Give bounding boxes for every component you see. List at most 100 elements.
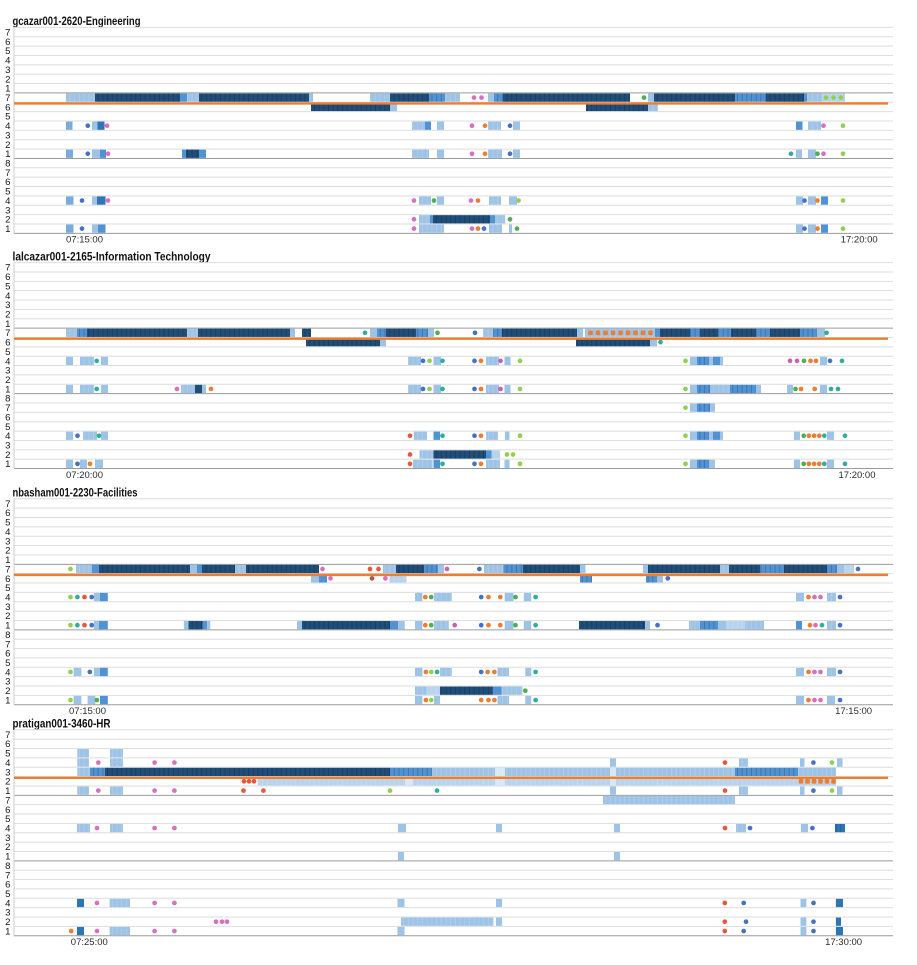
svg-text:3: 3 <box>5 441 10 452</box>
svg-text:5: 5 <box>5 814 10 825</box>
svg-text:17:20:00: 17:20:00 <box>841 235 878 246</box>
svg-text:1: 1 <box>5 459 10 470</box>
svg-text:8: 8 <box>5 861 10 872</box>
svg-text:2: 2 <box>5 842 10 853</box>
svg-text:17:20:00: 17:20:00 <box>839 470 876 481</box>
svg-text:3: 3 <box>5 366 10 377</box>
svg-text:17:15:00: 17:15:00 <box>835 706 872 717</box>
svg-text:7: 7 <box>5 27 10 38</box>
svg-text:3: 3 <box>5 602 10 613</box>
svg-text:4: 4 <box>5 898 11 909</box>
svg-text:nbasham001-2230-Facilities: nbasham001-2230-Facilities <box>13 486 138 500</box>
svg-text:5: 5 <box>5 347 10 358</box>
svg-text:1: 1 <box>5 852 10 863</box>
svg-text:3: 3 <box>5 833 10 844</box>
svg-text:5: 5 <box>5 658 10 669</box>
svg-text:2: 2 <box>5 450 10 461</box>
svg-text:8: 8 <box>5 630 10 641</box>
svg-text:2: 2 <box>5 375 10 386</box>
svg-text:7: 7 <box>5 795 10 806</box>
svg-text:gcazar001-2620-Engineering: gcazar001-2620-Engineering <box>13 14 141 28</box>
svg-text:1: 1 <box>5 84 10 95</box>
svg-text:07:25:00: 07:25:00 <box>71 937 108 948</box>
svg-text:4: 4 <box>5 431 11 442</box>
svg-text:5: 5 <box>5 187 10 198</box>
svg-text:5: 5 <box>5 422 10 433</box>
svg-text:7: 7 <box>5 639 10 650</box>
svg-text:5: 5 <box>5 281 10 292</box>
svg-text:6: 6 <box>5 102 10 113</box>
svg-text:4: 4 <box>5 667 11 678</box>
svg-text:4: 4 <box>5 291 11 302</box>
svg-text:3: 3 <box>5 908 10 919</box>
svg-text:5: 5 <box>5 46 10 57</box>
svg-text:3: 3 <box>5 300 10 311</box>
svg-text:07:15:00: 07:15:00 <box>69 706 106 717</box>
svg-text:5: 5 <box>5 112 10 123</box>
svg-text:6: 6 <box>5 177 10 188</box>
svg-text:2: 2 <box>5 611 10 622</box>
svg-text:7: 7 <box>5 93 10 104</box>
svg-text:4: 4 <box>5 356 11 367</box>
svg-text:2: 2 <box>5 917 10 928</box>
svg-text:3: 3 <box>5 677 10 688</box>
svg-text:2: 2 <box>5 215 10 226</box>
svg-text:07:15:00: 07:15:00 <box>66 235 103 246</box>
svg-text:7: 7 <box>5 328 10 339</box>
svg-text:3: 3 <box>5 767 10 778</box>
svg-text:1: 1 <box>5 384 10 395</box>
svg-text:1: 1 <box>5 149 10 160</box>
svg-text:5: 5 <box>5 583 10 594</box>
svg-text:1: 1 <box>5 555 10 566</box>
svg-text:6: 6 <box>5 272 10 283</box>
svg-text:4: 4 <box>5 758 11 769</box>
svg-text:1: 1 <box>5 926 10 937</box>
svg-text:lalcazar001-2165-Information T: lalcazar001-2165-Information Technology <box>13 249 211 263</box>
svg-text:7: 7 <box>5 263 10 274</box>
svg-text:5: 5 <box>5 889 10 900</box>
svg-text:7: 7 <box>5 403 10 414</box>
svg-text:3: 3 <box>5 130 10 141</box>
svg-text:1: 1 <box>5 695 10 706</box>
svg-text:3: 3 <box>5 65 10 76</box>
svg-text:6: 6 <box>5 508 10 519</box>
svg-text:6: 6 <box>5 37 10 48</box>
svg-text:1: 1 <box>5 621 10 632</box>
svg-text:pratigan001-3460-HR: pratigan001-3460-HR <box>13 717 111 731</box>
svg-text:3: 3 <box>5 205 10 216</box>
svg-text:2: 2 <box>5 546 10 557</box>
svg-text:6: 6 <box>5 649 10 660</box>
svg-text:6: 6 <box>5 338 10 349</box>
svg-text:5: 5 <box>5 749 10 760</box>
svg-text:6: 6 <box>5 412 10 423</box>
svg-text:4: 4 <box>5 196 11 207</box>
svg-text:1: 1 <box>5 224 10 235</box>
svg-text:8: 8 <box>5 159 10 170</box>
svg-text:6: 6 <box>5 880 10 891</box>
svg-text:8: 8 <box>5 394 10 405</box>
svg-text:7: 7 <box>5 564 10 575</box>
svg-text:2: 2 <box>5 140 10 151</box>
svg-text:6: 6 <box>5 805 10 816</box>
svg-text:4: 4 <box>5 527 11 538</box>
svg-text:17:30:00: 17:30:00 <box>825 937 862 948</box>
svg-text:5: 5 <box>5 518 10 529</box>
svg-text:3: 3 <box>5 536 10 547</box>
svg-text:2: 2 <box>5 777 10 788</box>
svg-text:2: 2 <box>5 309 10 320</box>
svg-text:7: 7 <box>5 730 10 741</box>
svg-text:07:20:00: 07:20:00 <box>66 470 103 481</box>
svg-text:4: 4 <box>5 592 11 603</box>
svg-text:6: 6 <box>5 574 10 585</box>
svg-text:1: 1 <box>5 319 10 330</box>
svg-text:7: 7 <box>5 168 10 179</box>
svg-text:2: 2 <box>5 74 10 85</box>
svg-text:2: 2 <box>5 686 10 697</box>
svg-text:7: 7 <box>5 870 10 881</box>
svg-text:1: 1 <box>5 786 10 797</box>
svg-text:4: 4 <box>5 823 11 834</box>
svg-text:6: 6 <box>5 739 10 750</box>
svg-text:7: 7 <box>5 499 10 510</box>
svg-text:4: 4 <box>5 121 11 132</box>
svg-text:4: 4 <box>5 56 11 67</box>
